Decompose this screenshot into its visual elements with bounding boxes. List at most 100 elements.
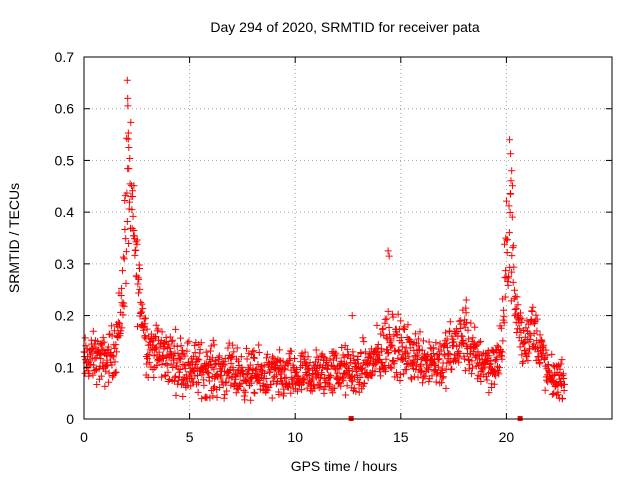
data-point [556, 365, 564, 373]
data-point [119, 311, 127, 319]
data-point [126, 180, 134, 188]
data-point [124, 135, 132, 143]
data-point [508, 252, 516, 260]
data-point [559, 372, 567, 380]
data-point [465, 335, 473, 343]
data-point [527, 331, 535, 339]
data-point [461, 367, 469, 375]
data-point [92, 354, 100, 362]
data-point [89, 327, 97, 335]
data-point [318, 371, 326, 379]
data-point [298, 386, 306, 394]
data-point [312, 346, 320, 354]
data-point [112, 368, 120, 376]
data-point [456, 349, 464, 357]
data-point [532, 311, 540, 319]
data-point [472, 342, 480, 350]
data-point [153, 362, 161, 370]
data-point [449, 342, 457, 350]
data-point [377, 372, 385, 380]
data-point [443, 340, 451, 348]
data-point [100, 338, 108, 346]
data-point [278, 370, 286, 378]
data-point [198, 395, 206, 403]
data-point [98, 345, 106, 353]
data-point [430, 344, 438, 352]
data-point [503, 236, 511, 244]
data-point [447, 358, 455, 366]
data-point [476, 373, 484, 381]
data-point [154, 325, 162, 333]
data-point [105, 378, 113, 386]
data-point [243, 355, 251, 363]
data-point [354, 352, 362, 360]
data-point [207, 358, 215, 366]
data-point [352, 388, 360, 396]
data-point [358, 364, 366, 372]
data-point [112, 341, 120, 349]
data-point [109, 352, 117, 360]
data-point [216, 383, 224, 391]
data-point [320, 389, 328, 397]
data-point [281, 374, 289, 382]
data-point [150, 352, 158, 360]
data-point [313, 365, 321, 373]
data-point [506, 136, 514, 144]
data-point [397, 317, 405, 325]
data-point [82, 342, 90, 350]
data-point [485, 352, 493, 360]
data-point [357, 349, 365, 357]
data-point [108, 361, 116, 369]
data-point [206, 394, 214, 402]
data-point [372, 351, 380, 359]
data-point [524, 357, 532, 365]
data-point [418, 346, 426, 354]
data-point [382, 367, 390, 375]
y-tick-label: 0 [66, 411, 74, 427]
data-point [332, 349, 340, 357]
data-point [396, 377, 404, 385]
data-point [315, 384, 323, 392]
data-point [185, 337, 193, 345]
data-point [123, 76, 131, 84]
data-point [227, 359, 235, 367]
data-point [474, 348, 482, 356]
data-point [268, 394, 276, 402]
data-point [251, 354, 259, 362]
data-point [548, 390, 556, 398]
data-point [151, 334, 159, 342]
data-point [500, 319, 508, 327]
data-point [528, 307, 536, 315]
data-point [113, 348, 121, 356]
data-point [209, 392, 217, 400]
data-point [436, 340, 444, 348]
data-point [550, 390, 558, 398]
chart-title: Day 294 of 2020, SRMTID for receiver pat… [210, 19, 479, 35]
data-point [378, 325, 386, 333]
data-point [81, 334, 89, 342]
data-point [210, 341, 218, 349]
data-point [111, 344, 119, 352]
data-point [101, 382, 109, 390]
data-point [156, 356, 164, 364]
y-tick-label: 0.1 [55, 359, 75, 375]
data-point [393, 369, 401, 377]
data-point [105, 369, 113, 377]
data-point [520, 339, 528, 347]
data-point [341, 342, 349, 350]
data-point [118, 324, 126, 332]
data-point [500, 306, 508, 314]
data-point [445, 350, 453, 358]
data-point [166, 344, 174, 352]
data-point [507, 190, 515, 198]
data-point [171, 374, 179, 382]
data-point [560, 375, 568, 383]
data-point [221, 391, 229, 399]
data-point [550, 371, 558, 379]
data-point [396, 371, 404, 379]
data-point [446, 350, 454, 358]
data-point [537, 337, 545, 345]
data-point [459, 340, 467, 348]
data-point [443, 335, 451, 343]
data-point [378, 347, 386, 355]
